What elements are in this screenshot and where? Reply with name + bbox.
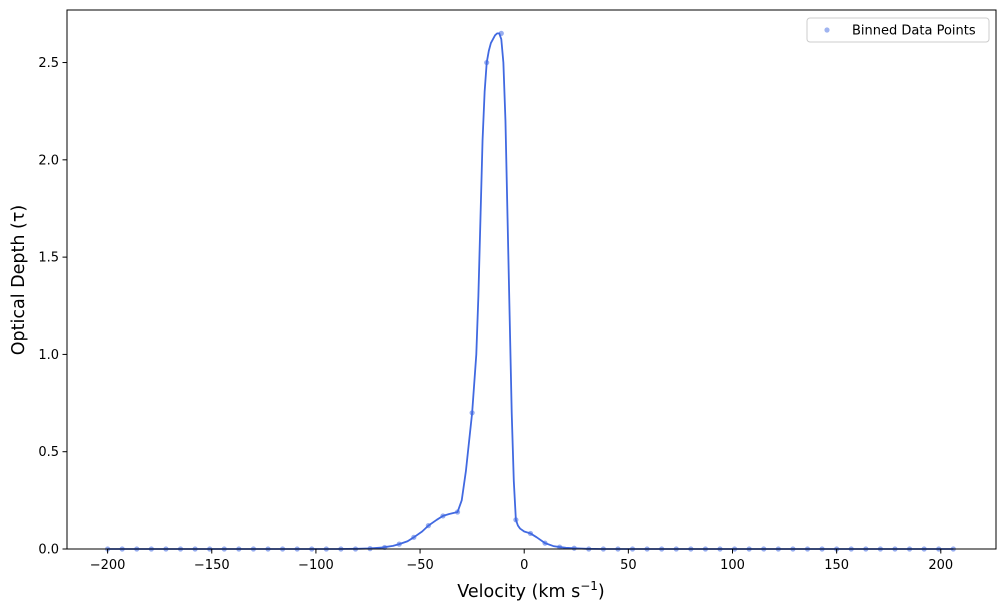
data-point	[571, 545, 577, 551]
fit-curve-line	[107, 32, 954, 550]
legend-box	[806, 17, 990, 43]
data-point	[411, 534, 417, 540]
x-tick-label: 0	[520, 558, 528, 573]
y-tick-label: 2.5	[38, 56, 59, 71]
data-point	[454, 509, 461, 515]
y-axis-label: Optical Depth (τ)	[9, 205, 29, 355]
x-tick-label: −100	[298, 558, 334, 573]
legend-label-binned-data-points: Binned Data Points	[852, 24, 976, 39]
x-tick-label: 100	[720, 558, 745, 573]
legend: Binned Data Points	[806, 17, 990, 43]
data-point	[484, 59, 490, 66]
y-tick-label: 0.5	[38, 445, 59, 460]
data-point	[425, 523, 431, 529]
plot-area	[67, 10, 996, 549]
x-axis-ticks: −200 −150 −100 −50 0 50 100 150 200	[90, 549, 953, 573]
data-point	[542, 540, 548, 546]
x-tick-label: 150	[824, 558, 849, 573]
x-axis-label: Velocity (km s−1)	[457, 579, 604, 602]
data-point	[513, 517, 519, 523]
y-tick-label: 1.5	[38, 251, 59, 266]
data-point	[396, 541, 402, 547]
legend-marker-icon	[824, 27, 830, 33]
data-point	[440, 513, 446, 519]
x-tick-label: 200	[928, 558, 953, 573]
x-tick-label: −50	[406, 558, 433, 573]
data-point	[557, 544, 563, 550]
y-tick-label: 2.0	[38, 153, 59, 168]
data-point	[469, 410, 475, 416]
x-tick-label: −150	[194, 558, 230, 573]
curve-layer	[107, 32, 954, 550]
y-tick-label: 0.0	[38, 543, 59, 558]
plot-frame	[66, 9, 997, 550]
data-point	[498, 30, 504, 36]
y-axis-ticks: 0.0 0.5 1.0 1.5 2.0 2.5	[38, 56, 67, 558]
x-tick-label: 50	[620, 558, 637, 573]
data-point	[527, 530, 534, 537]
y-tick-label: 1.0	[38, 348, 59, 363]
x-tick-label: −200	[90, 558, 126, 573]
